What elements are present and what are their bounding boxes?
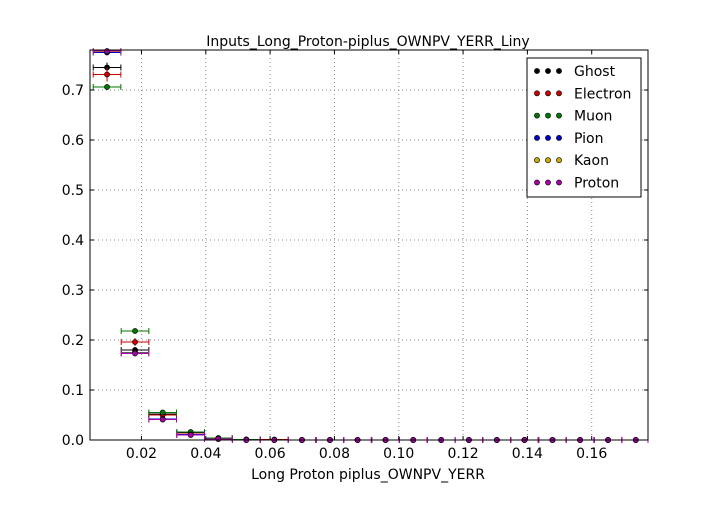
y-tick-label: 0.5	[62, 183, 84, 199]
data-point	[104, 71, 110, 78]
legend-label: Kaon	[574, 153, 609, 169]
y-tick-label: 0.3	[62, 283, 84, 299]
chart-title: Inputs_Long_Proton-piplus_OWNPV_YERR_Lin…	[206, 34, 529, 50]
legend-label: Proton	[574, 176, 619, 192]
legend-label: Muon	[574, 109, 612, 125]
legend-item-ghost: Ghost	[534, 64, 616, 80]
legend-marker	[534, 134, 540, 141]
legend-item-kaon: Kaon	[534, 153, 609, 169]
legend-item-pion: Pion	[534, 131, 603, 147]
data-point	[187, 432, 194, 438]
y-tick-label: 0.6	[62, 133, 84, 149]
legend-marker	[545, 90, 551, 97]
legend-marker	[556, 134, 562, 141]
data-point	[215, 436, 222, 442]
data-point	[132, 339, 138, 345]
axis-ticks: 0.02 0.04 0.06 0.08 0.10 0.12 0.14 0.16 0.0 0.1 0.…	[62, 50, 648, 462]
legend-marker	[545, 179, 551, 186]
legend: Ghost Electron Muon Pion Kaon Proton	[526, 57, 642, 198]
legend-item-muon: Muon	[534, 109, 612, 125]
x-tick-label: 0.02	[126, 446, 157, 462]
legend-marker	[534, 179, 540, 186]
legend-marker	[545, 112, 551, 119]
legend-marker	[534, 157, 540, 164]
y-tick-label: 0.4	[62, 233, 84, 249]
legend-marker	[556, 68, 562, 74]
legend-box	[526, 57, 642, 198]
legend-marker	[534, 112, 540, 119]
y-tick-label: 0.0	[62, 433, 84, 449]
legend-item-electron: Electron	[534, 86, 631, 102]
data-point	[159, 416, 166, 423]
x-axis-label: Long Proton piplus_OWNPV_YERR	[251, 467, 485, 483]
x-tick-label: 0.14	[512, 446, 543, 462]
y-tick-label: 0.7	[62, 83, 84, 99]
legend-marker	[545, 68, 551, 74]
data-point	[159, 409, 166, 416]
legend-label: Ghost	[574, 64, 616, 80]
legend-item-proton: Proton	[534, 176, 619, 192]
legend-marker	[556, 157, 562, 164]
data-point	[104, 48, 110, 54]
plot-frame	[89, 49, 649, 441]
data-point	[132, 328, 138, 334]
legend-marker	[556, 112, 562, 119]
legend-marker	[534, 90, 540, 97]
x-tick-label: 0.10	[383, 446, 414, 462]
legend-label: Electron	[574, 86, 631, 102]
legend-marker	[556, 179, 562, 186]
legend-marker	[534, 68, 540, 74]
legend-marker	[556, 90, 562, 97]
x-tick-label: 0.16	[576, 446, 607, 462]
legend-marker	[545, 157, 551, 164]
x-tick-label: 0.04	[190, 446, 221, 462]
data-point	[132, 350, 138, 357]
legend-marker	[545, 134, 551, 141]
x-tick-label: 0.08	[319, 446, 350, 462]
y-tick-label: 0.2	[62, 333, 84, 349]
x-tick-label: 0.06	[255, 446, 286, 462]
x-tick-label: 0.12	[447, 446, 478, 462]
y-tick-label: 0.1	[62, 383, 84, 399]
data-point	[104, 84, 110, 90]
legend-label: Pion	[574, 131, 603, 147]
